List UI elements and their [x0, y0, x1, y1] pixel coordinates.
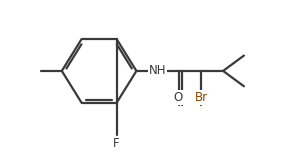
- Text: Br: Br: [194, 91, 208, 104]
- Text: F: F: [113, 137, 120, 150]
- Text: O: O: [174, 91, 183, 104]
- Text: NH: NH: [148, 64, 166, 77]
